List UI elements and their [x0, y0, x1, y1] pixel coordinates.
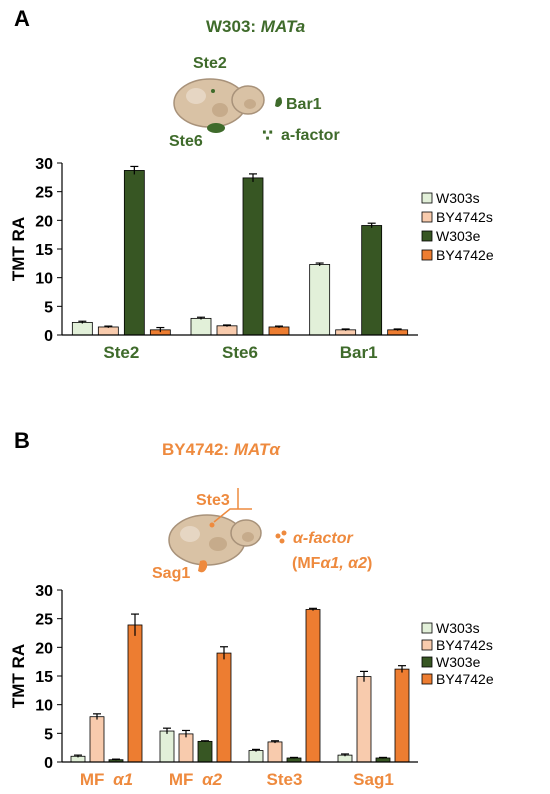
- panel-a-pheromone-label: a-factor: [281, 127, 340, 144]
- bar-W303s-2: [248, 750, 264, 763]
- panel-a-ste2-dot: [211, 89, 215, 93]
- panel-b-bud-nucleus: [242, 532, 254, 542]
- bar-BY4742e-1: [216, 652, 232, 763]
- panel-a-organelle: [186, 88, 206, 104]
- panel-a-letter: A: [14, 6, 30, 31]
- legend-entry: W303s: [436, 190, 480, 206]
- panel-a-protease-label: Bar1: [286, 96, 322, 113]
- y-axis-label: TMT RA: [9, 217, 28, 281]
- panel-a-chart: TMT RA 0 5 10 15 20 25 30 Ste2 Ste6 Bar1 W303s BY474…: [9, 156, 494, 362]
- y-tick-label: 10: [35, 271, 53, 288]
- panel-a-bar1-marker: [275, 97, 282, 107]
- bar-W303e-0: [123, 170, 145, 336]
- legend-swatch: [421, 192, 433, 204]
- panel-a-yeast-cell-diagram: [173, 78, 282, 133]
- panel-b-letter: B: [14, 428, 30, 453]
- panel-a-nucleus: [212, 103, 228, 117]
- panel-b-agglutinin-label: Sag1: [152, 565, 190, 582]
- bar-BY4742e-2: [305, 609, 321, 763]
- panel-b-sag1-marker: [198, 560, 208, 573]
- panel-b-pheromone-dot: [279, 538, 285, 544]
- bar-W303s-0: [71, 321, 93, 336]
- y-tick-label: 20: [35, 640, 53, 657]
- bar-BY4742e-0: [127, 624, 143, 763]
- y-tick-label: 25: [35, 612, 53, 629]
- bar-BY4742e-1: [268, 326, 290, 336]
- bar-BY4742s-2: [267, 741, 283, 763]
- panel-a-ste6-marker: [207, 123, 225, 133]
- panel-b-pheromone-genes-label: (MFα1, α2): [292, 555, 372, 572]
- panel-a-receptor-label: Ste2: [193, 55, 227, 72]
- legend-entry: W303e: [436, 228, 481, 244]
- panel-a-strain-title: W303: MATa: [206, 17, 305, 36]
- y-tick-label: 0: [44, 755, 53, 772]
- panel-b-organelle: [180, 526, 200, 542]
- x-category-label: Bar1: [340, 343, 378, 362]
- panel-a-transporter-label: Ste6: [169, 133, 203, 150]
- panel-b-chart: TMT RA 0 5 10 15 20 25 30 MF α1 MF α2 Ste3 Sag1 W303…: [9, 583, 494, 789]
- legend-swatch: [421, 673, 433, 685]
- y-tick-label: 10: [35, 698, 53, 715]
- panel-a-pheromone-dots: ∵: [262, 128, 273, 145]
- bar-W303e-2: [361, 225, 383, 336]
- legend-swatch: [421, 639, 433, 651]
- bar-BY4742e-3: [394, 668, 410, 763]
- y-axis-label: TMT RA: [9, 644, 28, 708]
- legend-entry: BY4742e: [436, 671, 494, 687]
- legend-entry: W303e: [436, 654, 481, 670]
- x-category-label: Ste6: [222, 343, 258, 362]
- x-category-label: MF α2: [169, 770, 223, 789]
- panel-b-ste3-dot: [209, 522, 215, 528]
- legend-swatch: [421, 230, 433, 242]
- panel-b-nucleus: [209, 537, 227, 551]
- bar-W303e-1: [197, 740, 213, 763]
- y-tick-label: 20: [35, 213, 53, 230]
- bar-W303e-1: [242, 177, 264, 336]
- y-tick-label: 15: [35, 242, 53, 259]
- bar-W303s-1: [159, 730, 175, 763]
- panel-b-pheromone-dot: [275, 533, 281, 539]
- bar-BY4742s-1: [216, 325, 238, 336]
- legend-entry: BY4742s: [436, 637, 493, 653]
- legend-entry: BY4742s: [436, 209, 493, 225]
- panel-b-receptor-label: Ste3: [196, 492, 230, 509]
- y-tick-label: 25: [35, 185, 53, 202]
- x-category-label: Ste3: [267, 770, 303, 789]
- y-tick-label: 0: [44, 328, 53, 345]
- x-category-label: MF α1: [80, 770, 133, 789]
- bar-BY4742s-0: [97, 326, 119, 336]
- bar-W303e-2: [286, 757, 302, 763]
- panel-b-pheromone-dot: [281, 530, 287, 536]
- y-tick-label: 5: [44, 299, 53, 316]
- x-category-label: Ste2: [103, 343, 139, 362]
- legend-swatch: [421, 622, 433, 634]
- legend-entry: W303s: [436, 620, 480, 636]
- bar-W303s-2: [309, 264, 331, 336]
- x-category-label: Sag1: [353, 770, 394, 789]
- panel-b-strain-title: BY4742: MATα: [162, 440, 281, 459]
- legend-swatch: [421, 656, 433, 668]
- panel-b-pheromone-label: α-factor: [293, 530, 353, 547]
- legend-swatch: [421, 249, 433, 261]
- bar-W303s-1: [190, 317, 212, 336]
- panel-a-bud-nucleus: [244, 99, 256, 109]
- panel-b-ste3-leader-line: [213, 508, 252, 523]
- legend-entry: BY4742e: [436, 247, 494, 263]
- bar-BY4742s-1: [178, 733, 194, 763]
- y-tick-label: 30: [35, 156, 53, 173]
- panel-b-yeast-cell-diagram: [168, 488, 287, 573]
- y-tick-label: 15: [35, 669, 53, 686]
- y-tick-label: 30: [35, 583, 53, 600]
- bar-BY4742s-3: [356, 676, 372, 763]
- bar-BY4742s-0: [89, 716, 105, 763]
- legend-swatch: [421, 211, 433, 223]
- y-tick-label: 5: [44, 726, 53, 743]
- bar-W303e-3: [375, 757, 391, 763]
